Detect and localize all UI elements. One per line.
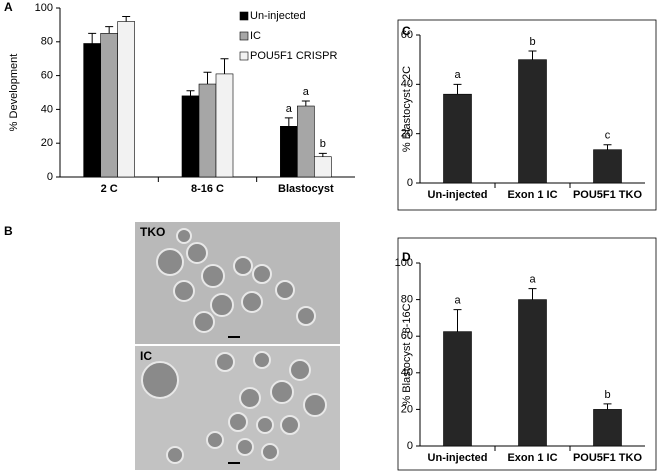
- y-tick-label: 40: [41, 103, 53, 115]
- legend-label: IC: [250, 30, 261, 42]
- legend-label: POU5F1 CRISPR: [250, 50, 337, 62]
- y-axis-label: % Development: [8, 54, 20, 132]
- error-bar: [528, 50, 537, 60]
- legend-swatch: [239, 31, 249, 41]
- legend-swatch: [239, 11, 249, 21]
- error-bar: [88, 32, 97, 44]
- bar: [215, 73, 234, 178]
- y-tick-label: 20: [41, 137, 53, 149]
- significance-label: a: [454, 69, 461, 81]
- y-tick-label: 40: [401, 78, 413, 90]
- panel-label: C: [402, 24, 411, 38]
- x-tick-label: Exon 1 IC: [507, 189, 557, 201]
- bar: [314, 156, 332, 178]
- bar: [280, 126, 298, 178]
- panel-label: A: [4, 0, 13, 14]
- x-tick-label: Un-injected: [428, 189, 488, 201]
- y-tick-label: 100: [35, 2, 53, 14]
- y-tick-label: 0: [407, 177, 413, 189]
- significance-label: a: [286, 103, 293, 115]
- error-bar: [301, 100, 310, 107]
- image-label: TKO: [140, 225, 165, 239]
- bar: [518, 299, 547, 447]
- x-tick-label: Blastocyst: [278, 183, 334, 195]
- y-tick-label: 40: [401, 367, 413, 379]
- panel-frame: [397, 237, 657, 471]
- x-tick-label: Exon 1 IC: [507, 452, 557, 464]
- y-tick-label: 60: [401, 29, 413, 41]
- y-tick-label: 80: [401, 294, 413, 306]
- error-bar: [105, 26, 114, 34]
- y-axis-label: % Blastocyst : 2C: [401, 66, 413, 152]
- x-tick-label: Un-injected: [428, 452, 488, 464]
- legend-label: Un-injected: [250, 10, 306, 22]
- significance-label: b: [604, 389, 610, 401]
- significance-label: a: [454, 295, 461, 307]
- bar: [518, 59, 547, 184]
- bar: [181, 95, 200, 178]
- bar: [593, 409, 622, 447]
- error-bar: [603, 144, 612, 150]
- error-bar: [284, 117, 293, 127]
- y-tick-label: 20: [401, 403, 413, 415]
- error-bar: [186, 90, 195, 96]
- y-tick-label: 20: [401, 128, 413, 140]
- x-tick-label: 8-16 C: [191, 183, 224, 195]
- significance-label: a: [303, 86, 310, 98]
- y-tick-label: 100: [395, 257, 413, 269]
- bar: [198, 83, 217, 178]
- y-tick-label: 0: [407, 440, 413, 452]
- bar: [443, 93, 472, 184]
- significance-label: b: [529, 36, 535, 48]
- bar: [297, 105, 315, 178]
- error-bar: [203, 71, 212, 85]
- significance-label: c: [605, 130, 611, 142]
- x-tick-label: 2 C: [101, 183, 118, 195]
- bar: [117, 21, 135, 178]
- error-bar: [603, 403, 612, 410]
- error-bar: [453, 83, 462, 95]
- bar: [100, 33, 118, 178]
- error-bar: [220, 58, 229, 74]
- significance-label: b: [320, 138, 326, 150]
- bar: [443, 331, 472, 447]
- error-bar: [528, 288, 537, 300]
- x-tick-label: POU5F1 TKO: [573, 452, 643, 464]
- legend-swatch: [239, 51, 249, 61]
- error-bar: [122, 15, 131, 22]
- error-bar: [453, 309, 462, 332]
- x-tick-label: POU5F1 TKO: [573, 189, 643, 201]
- panel-label: B: [4, 224, 13, 238]
- y-tick-label: 60: [41, 70, 53, 82]
- panel-frame: [397, 19, 657, 211]
- bar: [593, 149, 622, 184]
- bar: [83, 43, 101, 178]
- y-tick-label: 80: [41, 36, 53, 48]
- panel-label: D: [402, 250, 411, 264]
- error-bar: [318, 152, 327, 157]
- y-axis-label: % Blastocyst : 8-16C: [401, 303, 413, 405]
- image-label: IC: [140, 349, 152, 363]
- y-tick-label: 60: [401, 330, 413, 342]
- y-tick-label: 0: [47, 171, 53, 183]
- significance-label: a: [529, 274, 536, 286]
- micrograph: [135, 222, 340, 470]
